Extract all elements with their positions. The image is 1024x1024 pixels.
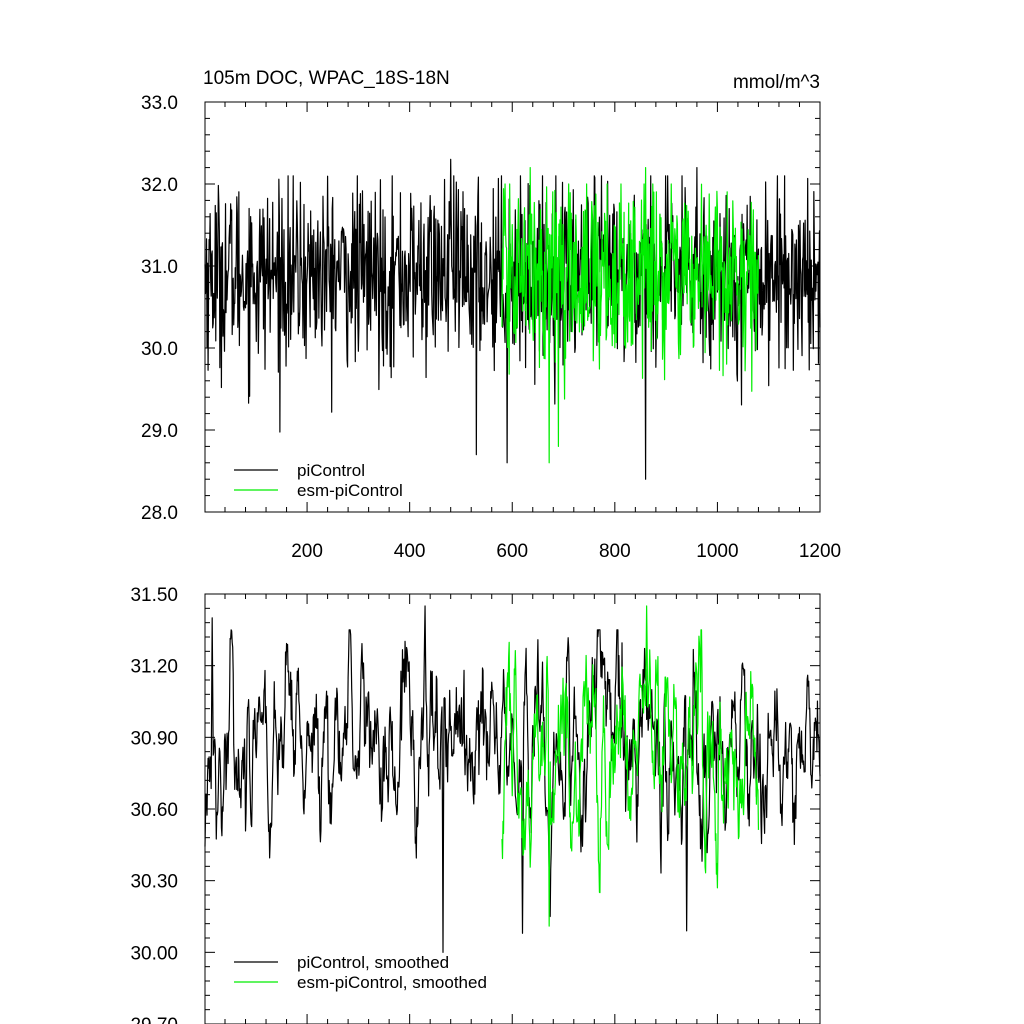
bottom-panel-series — [204, 605, 821, 953]
series-line-picontrol-smoothed — [204, 605, 821, 953]
top-panel-series — [204, 158, 821, 480]
x-tick-label: 400 — [394, 541, 426, 562]
y-tick-label: 28.0 — [141, 503, 178, 524]
y-tick-label: 29.0 — [141, 421, 178, 442]
x-tick-label: 200 — [291, 541, 323, 562]
top-panel-x-tick-labels: 200 400 600 800 1000 1200 — [291, 541, 841, 562]
top-panel: 105m DOC, WPAC_18S-18N mmol/m^3 28.0 29.0… — [141, 68, 841, 562]
y-tick-label: 31.50 — [130, 585, 178, 606]
legend-label-esm-picontrol: esm-piControl — [297, 481, 403, 500]
y-tick-label: 29.70 — [130, 1015, 178, 1024]
top-panel-y-tick-labels: 28.0 29.0 30.0 31.0 32.0 33.0 — [141, 93, 178, 524]
x-tick-label: 1000 — [696, 541, 738, 562]
legend-label-esm-picontrol-smoothed: esm-piControl, smoothed — [297, 973, 487, 992]
y-tick-label: 30.0 — [141, 339, 178, 360]
bottom-panel: 29.70 30.00 30.30 30.60 30.90 31.20 31.50 piCo… — [130, 585, 821, 1024]
bottom-panel-legend: piControl, smoothed esm-piControl, smoot… — [234, 953, 487, 992]
y-tick-label: 30.90 — [130, 728, 178, 749]
series-line-esm-picontrol — [501, 167, 760, 464]
y-tick-label: 31.20 — [130, 657, 178, 678]
x-tick-label: 600 — [496, 541, 528, 562]
panel-title: 105m DOC, WPAC_18S-18N — [203, 68, 450, 89]
units-label: mmol/m^3 — [733, 72, 820, 93]
legend-label-picontrol: piControl — [297, 461, 365, 480]
y-tick-label: 30.30 — [130, 872, 178, 893]
y-tick-label: 32.0 — [141, 175, 178, 196]
y-tick-label: 30.60 — [130, 800, 178, 821]
bottom-panel-frame — [204, 593, 821, 1024]
top-panel-legend: piControl esm-piControl — [234, 461, 403, 500]
y-tick-label: 33.0 — [141, 93, 178, 114]
legend-label-picontrol-smoothed: piControl, smoothed — [297, 953, 449, 972]
y-tick-label: 31.0 — [141, 257, 178, 278]
bottom-panel-ticks — [205, 593, 821, 1024]
y-tick-label: 30.00 — [130, 943, 178, 964]
x-tick-label: 1200 — [799, 541, 841, 562]
bottom-panel-y-tick-labels: 29.70 30.00 30.30 30.60 30.90 31.20 31.50 — [130, 585, 178, 1024]
series-line-esm-picontrol-smoothed — [501, 605, 760, 927]
top-panel-frame — [204, 101, 821, 513]
x-tick-label: 800 — [599, 541, 631, 562]
